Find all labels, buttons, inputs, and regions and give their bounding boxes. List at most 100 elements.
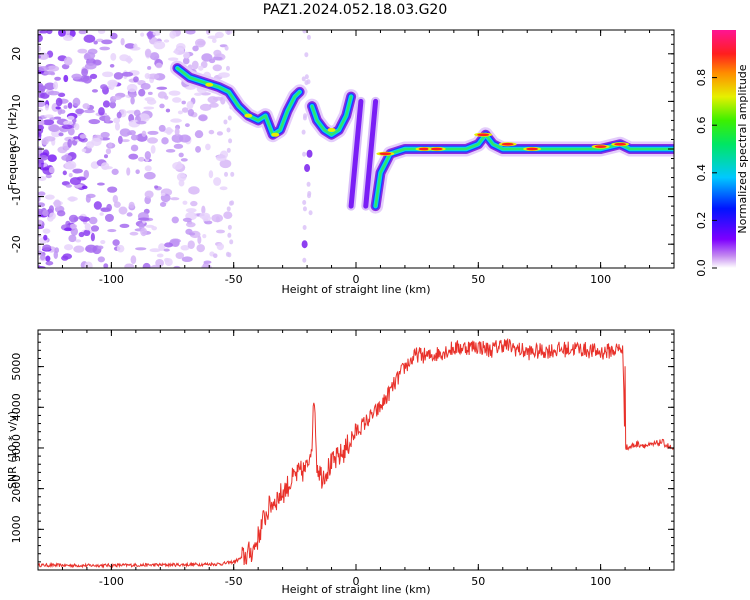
noise-blob	[144, 165, 152, 172]
noise-blob	[107, 229, 117, 233]
noise-blob	[78, 30, 87, 35]
noise-blob	[144, 48, 152, 58]
noise-blob	[202, 234, 207, 239]
y-tick-label: 3000	[10, 434, 23, 462]
noise-blob	[38, 132, 42, 138]
noise-blob	[119, 54, 130, 62]
noise-blob	[152, 30, 161, 36]
noise-blob	[306, 79, 311, 85]
noise-blob	[56, 210, 66, 217]
noise-blob	[302, 151, 307, 157]
noise-blob	[48, 205, 55, 213]
noise-blob	[143, 106, 155, 110]
noise-blob	[129, 231, 139, 236]
noise-blob	[175, 252, 185, 259]
noise-blob	[302, 200, 307, 206]
noise-blob	[128, 130, 136, 136]
noise-blob	[177, 110, 184, 115]
colorbar-tick-label: 0.2	[695, 212, 708, 230]
noise-blob	[65, 184, 72, 188]
noise-blob	[84, 52, 96, 60]
colorbar-tick-label: 0.6	[695, 116, 708, 134]
noise-blob	[112, 194, 119, 204]
noise-blob	[38, 176, 47, 181]
noise-blob	[130, 144, 139, 152]
noise-blob	[100, 207, 107, 211]
noise-blob	[41, 137, 49, 146]
noise-blob	[226, 206, 231, 212]
noise-blob	[39, 89, 45, 93]
noise-blob	[147, 66, 152, 70]
noise-blob	[173, 50, 179, 54]
noise-blob	[99, 46, 111, 51]
noise-blob	[71, 73, 82, 80]
ridge-hotspot	[418, 147, 431, 151]
noise-blob	[144, 190, 154, 199]
snr-panel: -100 -50 0 50 100 1000 2000 3000 4000 5000 Heigh…	[6, 329, 675, 596]
noise-blob	[198, 114, 208, 122]
noise-blob	[38, 66, 50, 72]
noise-blob	[110, 32, 118, 40]
noise-blob	[156, 86, 168, 90]
spectrogram-x-ticks: -100 -50 0 50 100	[37, 30, 675, 286]
noise-blob	[170, 238, 181, 244]
noise-blob	[105, 148, 112, 155]
noise-blob	[103, 263, 109, 268]
snr-x-ticks: -100 -50 0 50 100	[37, 330, 675, 588]
noise-blob	[81, 148, 87, 153]
noise-blob	[223, 119, 228, 125]
noise-blob	[58, 132, 64, 137]
noise-blob	[308, 210, 313, 216]
noise-blob	[182, 217, 192, 223]
noise-blob	[67, 102, 73, 109]
noise-blob	[185, 85, 196, 90]
noise-blob	[46, 30, 53, 35]
noise-blob	[112, 95, 122, 101]
noise-blob	[219, 186, 228, 191]
noise-blob	[93, 201, 102, 210]
spectrogram-xlabel: Height of straight line (km)	[281, 283, 430, 296]
noise-blob	[67, 196, 78, 202]
noise-blob	[78, 231, 85, 238]
ridge-hotspot	[477, 133, 490, 137]
noise-blob	[97, 30, 106, 34]
noise-blob	[196, 244, 205, 253]
noise-blob	[144, 150, 151, 160]
noise-blob	[109, 101, 117, 109]
noise-blob	[91, 89, 99, 93]
noise-blob	[106, 203, 113, 212]
noise-blob	[85, 194, 91, 203]
x-tick-label: 0	[353, 575, 360, 588]
noise-blob	[207, 96, 219, 104]
noise-blob	[79, 134, 87, 139]
colorbar-label: Normalized spectral amplitude	[736, 64, 749, 233]
noise-blob	[86, 141, 95, 149]
colorbar-tick-label: 0.0	[695, 259, 708, 277]
noise-blob	[39, 253, 46, 261]
ridge-hotspot	[379, 152, 392, 156]
noise-blob	[127, 55, 132, 64]
noise-blob	[90, 232, 95, 242]
noise-blob	[138, 88, 146, 97]
noise-blob	[38, 219, 43, 225]
noise-blob	[97, 256, 105, 263]
noise-blob	[48, 124, 60, 132]
noise-blob	[130, 134, 139, 141]
noise-blob	[69, 223, 78, 229]
noise-blob	[142, 262, 151, 268]
noise-blob	[225, 65, 230, 71]
noise-blob	[185, 221, 196, 228]
noise-blob	[208, 170, 214, 179]
noise-blob	[159, 103, 165, 109]
noise-blob	[101, 39, 113, 45]
y-tick-label: 20	[10, 47, 23, 61]
noise-blob	[84, 62, 97, 70]
noise-blob	[227, 224, 232, 230]
noise-blob	[187, 108, 195, 117]
noise-blob	[158, 243, 166, 251]
noise-blob	[156, 253, 164, 258]
noise-blob	[190, 200, 198, 207]
noise-blob	[188, 186, 200, 195]
y-tick-label: -20	[10, 235, 23, 253]
